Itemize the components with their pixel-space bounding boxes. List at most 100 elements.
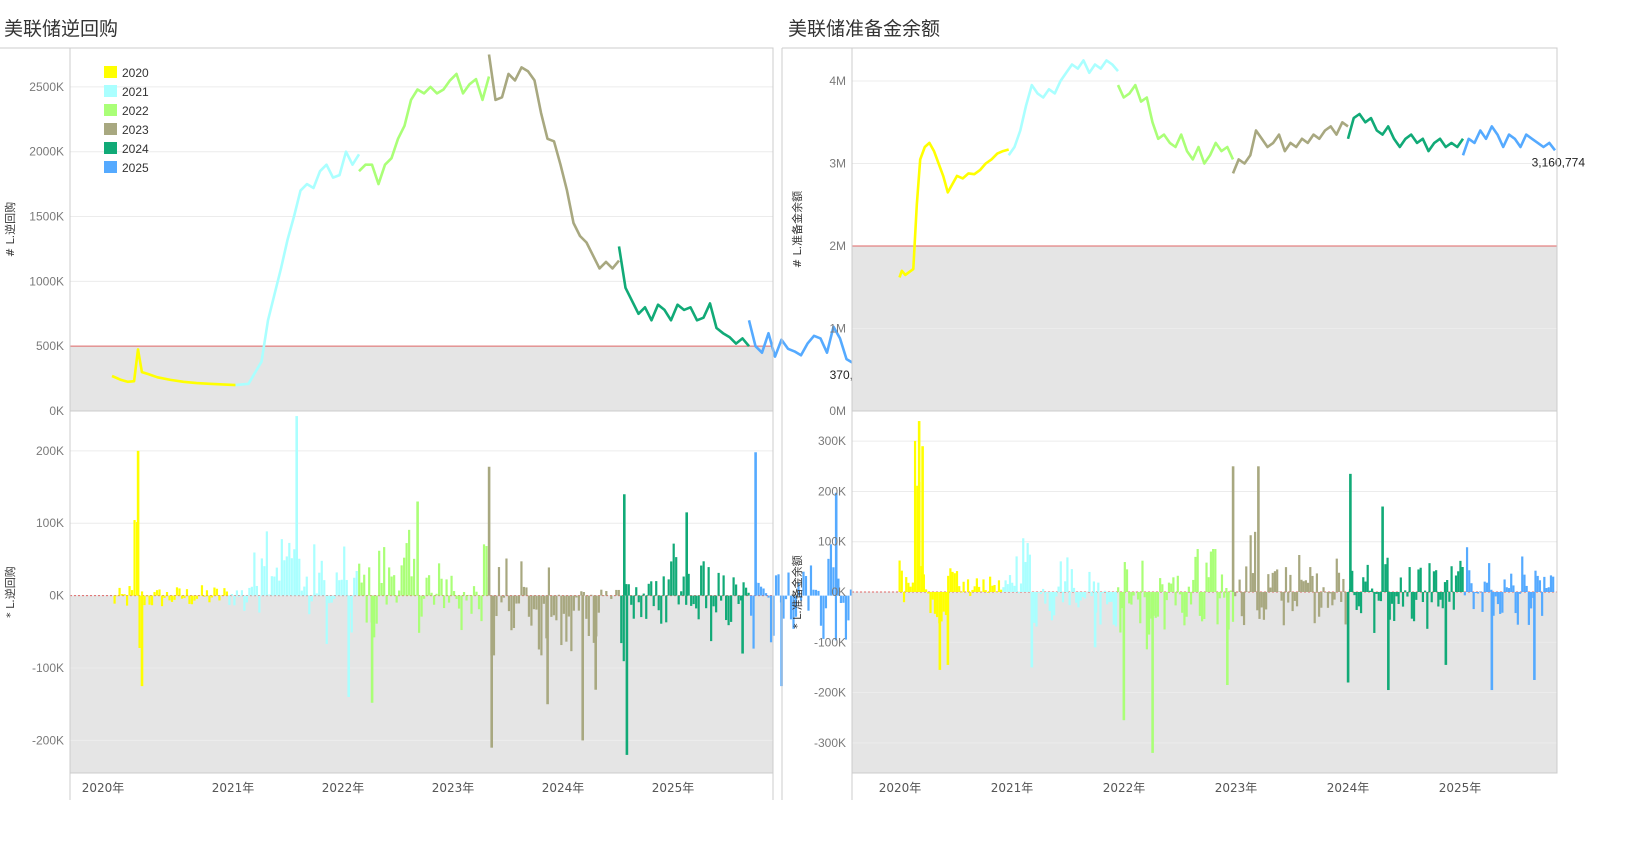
change-bar	[505, 558, 508, 596]
change-bar	[1123, 562, 1126, 592]
change-bar	[1490, 589, 1493, 592]
change-bar	[742, 582, 745, 596]
change-bar	[1068, 592, 1071, 606]
change-bar	[1267, 574, 1270, 592]
change-bar	[215, 588, 219, 596]
change-bar	[555, 595, 558, 621]
change-bar	[1521, 556, 1524, 592]
change-bar	[647, 583, 650, 596]
change-bar	[812, 589, 815, 596]
change-bar	[370, 595, 374, 703]
series-line-2022	[1116, 83, 1235, 165]
legend-label-2022: 2022	[122, 104, 149, 118]
change-bar	[1198, 592, 1201, 616]
x-tick-label: 2023年	[432, 781, 475, 795]
change-bar	[290, 558, 293, 596]
change-bar	[393, 575, 396, 596]
change-bar	[183, 595, 186, 599]
y-tick-label: 100K	[36, 516, 64, 530]
change-bar	[1251, 573, 1254, 592]
change-bar	[123, 594, 126, 596]
change-bar	[975, 578, 978, 592]
change-bar	[1472, 592, 1475, 610]
change-bar	[1280, 592, 1283, 601]
change-bar	[295, 416, 298, 596]
change-bar	[777, 574, 780, 596]
change-bar	[1002, 587, 1005, 592]
change-bar	[660, 595, 663, 624]
change-bar	[829, 544, 833, 596]
change-bar	[298, 558, 301, 596]
change-bar	[1309, 567, 1312, 592]
change-bar	[1485, 582, 1489, 592]
change-bar	[1359, 592, 1363, 614]
change-bar	[490, 595, 493, 748]
change-bar	[1225, 587, 1228, 592]
change-bar	[1448, 592, 1451, 602]
change-bar	[388, 567, 391, 596]
change-bar	[1543, 576, 1546, 592]
change-bar	[735, 584, 738, 596]
change-bar	[725, 595, 728, 621]
legend-swatch-2022	[104, 104, 117, 116]
change-bar	[1507, 588, 1511, 592]
y-tick-label: 0K	[49, 589, 64, 603]
change-bar	[1161, 584, 1164, 592]
change-bar	[225, 591, 229, 596]
change-bar	[420, 595, 423, 617]
x-tick-label: 2025年	[1439, 781, 1482, 795]
change-bar	[909, 586, 912, 592]
change-bar	[1231, 466, 1235, 592]
x-tick-label: 2024年	[542, 781, 585, 795]
change-bar	[1083, 592, 1087, 599]
change-bar	[1527, 592, 1530, 625]
change-bar	[318, 572, 321, 596]
change-bar	[268, 594, 271, 596]
change-bar	[977, 586, 981, 592]
change-bar	[335, 572, 338, 596]
y-tick-label: 200K	[818, 484, 846, 498]
change-bar	[1457, 571, 1460, 592]
change-bar	[1291, 592, 1294, 612]
change-bar	[1050, 592, 1054, 621]
change-bar	[482, 544, 486, 596]
change-bar	[969, 592, 972, 596]
change-bar	[1048, 592, 1051, 612]
change-bar	[1461, 567, 1464, 592]
change-bar	[542, 595, 546, 604]
change-bar	[403, 557, 406, 596]
change-bar	[955, 571, 959, 592]
change-bar	[622, 595, 625, 662]
change-bar	[535, 595, 538, 610]
change-bar	[497, 567, 501, 596]
change-bar	[1205, 562, 1208, 592]
y-axis-title: * L.准备金余额	[790, 555, 804, 629]
change-bar	[472, 586, 476, 596]
change-bar	[741, 595, 744, 654]
change-bar	[552, 595, 555, 616]
change-bar	[1148, 592, 1151, 635]
change-bar	[245, 595, 248, 603]
change-bar	[355, 571, 358, 596]
change-bar	[1490, 592, 1494, 691]
change-bar	[732, 577, 735, 596]
change-bar	[1335, 558, 1338, 592]
y-tick-label: 2500K	[29, 80, 64, 94]
change-bar	[1331, 592, 1334, 606]
legend-swatch-2020	[104, 66, 117, 78]
change-bar	[757, 582, 760, 596]
change-bar	[1145, 592, 1148, 650]
change-bar	[243, 595, 246, 611]
change-bar	[1185, 592, 1188, 617]
change-bar	[947, 575, 950, 592]
change-bar	[907, 582, 910, 592]
change-bar	[250, 586, 253, 596]
y-tick-label: -200K	[32, 733, 64, 747]
change-bar	[632, 595, 635, 619]
change-bar	[737, 595, 740, 604]
change-bar	[1340, 592, 1343, 602]
change-bar	[1229, 590, 1232, 592]
change-bar	[347, 595, 350, 697]
change-bar	[1443, 582, 1447, 592]
change-bar	[744, 587, 748, 596]
